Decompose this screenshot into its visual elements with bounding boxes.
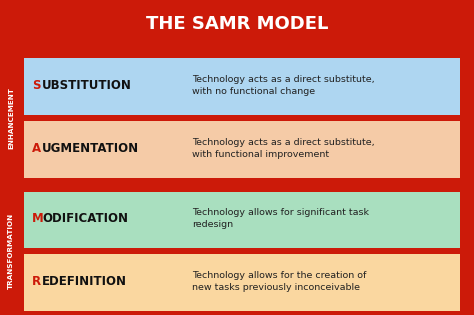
Text: ENHANCEMENT: ENHANCEMENT xyxy=(8,87,14,149)
Bar xyxy=(24,192,460,248)
Text: TRANSFORMATION: TRANSFORMATION xyxy=(8,213,14,289)
Text: Technology acts as a direct substitute,
with functional improvement: Technology acts as a direct substitute, … xyxy=(192,138,374,158)
Text: UBSTITUTION: UBSTITUTION xyxy=(42,79,132,92)
Text: Technology allows for the creation of
new tasks previously inconceivable: Technology allows for the creation of ne… xyxy=(192,271,366,292)
Text: EDEFINITION: EDEFINITION xyxy=(42,275,127,288)
Text: THE SAMR MODEL: THE SAMR MODEL xyxy=(146,15,328,33)
Text: M: M xyxy=(32,212,44,225)
Text: R: R xyxy=(32,275,41,288)
Text: Technology allows for significant task
redesign: Technology allows for significant task r… xyxy=(192,209,369,229)
Bar xyxy=(24,254,460,311)
Text: ODIFICATION: ODIFICATION xyxy=(42,212,128,225)
Text: A: A xyxy=(32,142,41,155)
Text: Technology acts as a direct substitute,
with no functional change: Technology acts as a direct substitute, … xyxy=(192,75,374,96)
Text: S: S xyxy=(32,79,40,92)
Bar xyxy=(24,121,460,177)
Bar xyxy=(24,58,460,115)
Text: UGMENTATION: UGMENTATION xyxy=(42,142,139,155)
